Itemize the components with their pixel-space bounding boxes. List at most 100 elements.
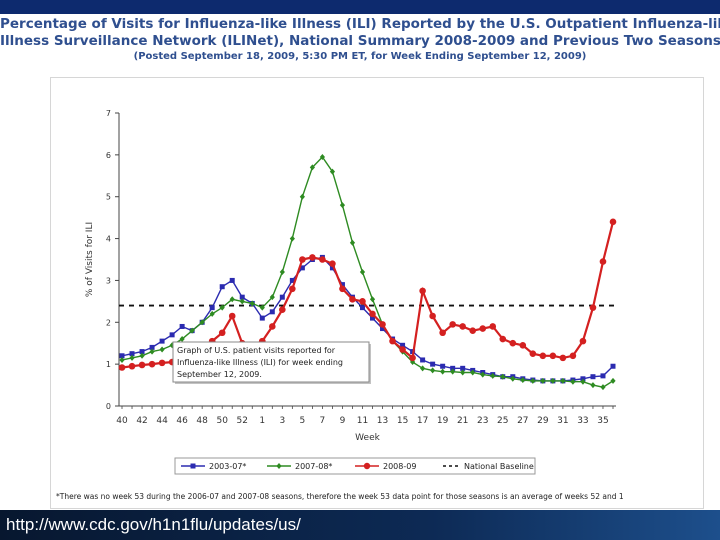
- data-point-200307: [279, 294, 285, 300]
- data-point-200708: [430, 367, 436, 374]
- data-point-200708: [349, 239, 356, 246]
- tooltip-box: [172, 341, 370, 383]
- chart-panel: 0 1 2 3 4 5 6 7% of Visits for ILI 40 42 44 46 48 50 5…: [50, 77, 704, 509]
- data-point-200708: [359, 269, 366, 276]
- data-point-200708: [219, 304, 225, 311]
- x-tick-label: 15: [397, 416, 408, 426]
- legend-label-200708: 2007-08*: [295, 462, 332, 471]
- data-point-200809: [529, 350, 537, 357]
- data-point-200708: [600, 384, 606, 391]
- data-point-200708: [239, 298, 245, 305]
- data-point-200307: [380, 326, 386, 332]
- data-point-200809: [589, 304, 597, 311]
- data-point-200809: [449, 321, 456, 328]
- data-point-200708: [580, 378, 586, 385]
- data-point-200809: [329, 260, 336, 267]
- data-point-200708: [560, 377, 566, 384]
- x-tick-label: 9: [340, 416, 346, 426]
- data-point-200809: [409, 354, 416, 362]
- x-tick-label: 35: [597, 416, 608, 426]
- data-point-200708: [590, 382, 596, 389]
- y-tick-label: 2: [106, 318, 111, 327]
- data-point-200307: [159, 338, 165, 344]
- x-tick-label: 48: [196, 416, 208, 426]
- data-point-200708: [229, 296, 235, 303]
- data-point-200307: [259, 315, 265, 321]
- data-point-200307: [329, 265, 335, 271]
- data-point-200307: [129, 351, 135, 357]
- x-tick-label: 1: [259, 416, 265, 426]
- data-point-200708: [189, 327, 195, 334]
- y-tick-label: 0: [106, 402, 111, 411]
- y-tick-label: 4: [106, 235, 111, 244]
- legend-label-baseline: National Baseline: [464, 462, 534, 471]
- x-tick-label: 7: [320, 416, 326, 426]
- data-point-200708: [309, 164, 315, 171]
- source-url[interactable]: http://www.cdc.gov/h1n1flu/updates/us/: [6, 515, 301, 534]
- legend-marker-200809: [363, 462, 371, 470]
- y-tick-label: 1: [106, 360, 111, 369]
- data-point-200809: [339, 285, 346, 293]
- data-point-200708: [259, 304, 265, 311]
- data-point-200809: [379, 321, 386, 328]
- data-point-200307: [400, 342, 406, 348]
- data-point-200307: [179, 323, 185, 329]
- data-point-200307: [269, 309, 275, 315]
- data-point-200708: [129, 354, 135, 361]
- x-tick-label: 50: [216, 416, 228, 426]
- data-point-200307: [289, 277, 295, 283]
- data-point-200708: [540, 377, 546, 384]
- data-point-200809: [509, 339, 517, 347]
- x-tick-label: 46: [176, 416, 188, 426]
- data-point-200708: [530, 377, 536, 384]
- data-point-200708: [319, 153, 326, 160]
- x-tick-label: 17: [417, 416, 428, 426]
- data-point-200809: [609, 218, 617, 226]
- data-point-200809: [148, 360, 156, 368]
- data-point-200809: [299, 256, 306, 263]
- data-point-200809: [559, 354, 567, 362]
- data-point-200809: [369, 310, 376, 318]
- data-point-200809: [519, 342, 527, 349]
- data-point-200307: [219, 284, 225, 290]
- x-tick-label: 42: [136, 416, 147, 426]
- data-point-200307: [239, 294, 245, 300]
- x-tick-label: 27: [517, 416, 528, 426]
- data-point-200307: [119, 353, 125, 359]
- data-point-200809: [138, 361, 146, 369]
- data-point-200708: [460, 369, 466, 376]
- data-point-200307: [590, 374, 596, 380]
- data-point-200809: [579, 337, 587, 345]
- x-tick-label: 25: [497, 416, 508, 426]
- data-point-200809: [279, 306, 286, 314]
- x-tick-label: 19: [437, 416, 449, 426]
- chart-title-line2: Illness Surveillance Network (ILINet), N…: [0, 33, 720, 49]
- legend-label-200307: 2003-07*: [209, 462, 246, 471]
- data-point-200708: [610, 377, 616, 384]
- x-tick-label: 33: [577, 416, 588, 426]
- data-point-200307: [169, 332, 175, 338]
- data-point-200708: [470, 369, 476, 376]
- data-point-200809: [118, 364, 126, 371]
- footnote: *There was no week 53 during the 2006-07…: [56, 492, 624, 501]
- data-point-200307: [440, 363, 446, 369]
- y-tick-label: 5: [106, 193, 111, 202]
- x-tick-label: 44: [156, 416, 168, 426]
- data-point-200708: [339, 202, 346, 209]
- data-point-200809: [399, 346, 406, 353]
- data-point-200307: [430, 361, 436, 367]
- data-point-200307: [610, 363, 616, 369]
- data-point-200809: [499, 335, 507, 343]
- data-point-200809: [309, 254, 316, 261]
- chart-subtitle: (Posted September 18, 2009, 5:30 PM ET, …: [133, 51, 587, 62]
- data-point-200708: [119, 356, 125, 363]
- y-tick-label: 3: [106, 276, 111, 285]
- chart-title-line1: Percentage of Visits for Influenza-like …: [0, 16, 720, 32]
- data-point-200708: [510, 375, 516, 382]
- x-tick-label: 3: [279, 416, 285, 426]
- data-point-200708: [420, 365, 426, 372]
- x-tick-label: 29: [537, 416, 549, 426]
- data-point-200307: [139, 349, 145, 355]
- data-point-200708: [209, 310, 215, 317]
